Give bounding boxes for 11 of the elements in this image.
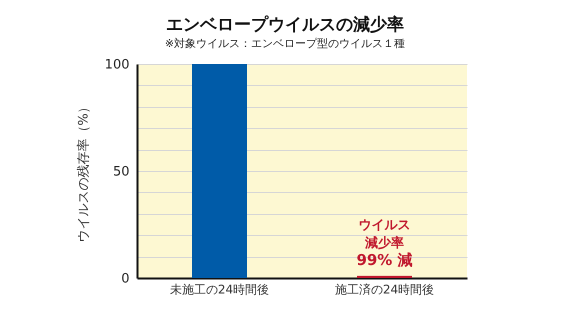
y-tick-label: 100 — [104, 58, 130, 72]
y-tick-label: 50 — [112, 164, 130, 180]
x-tick-label: 施工済の24時間後 — [334, 282, 434, 296]
y-tick-label: 0 — [121, 272, 130, 286]
chart-subtitle: ※対象ウイルス：エンベロープ型のウイルス１種 — [164, 37, 406, 50]
chart-title: エンベロープウイルスの減少率 — [166, 15, 404, 35]
annotation: 99% 減 — [356, 250, 413, 269]
x-tick-label: 未施工の24時間後 — [170, 282, 270, 296]
annotation: 減少率 — [364, 234, 404, 251]
y-axis-title: ウイルスの残存率（%） — [76, 100, 92, 243]
annotation: ウイルス — [358, 218, 410, 233]
